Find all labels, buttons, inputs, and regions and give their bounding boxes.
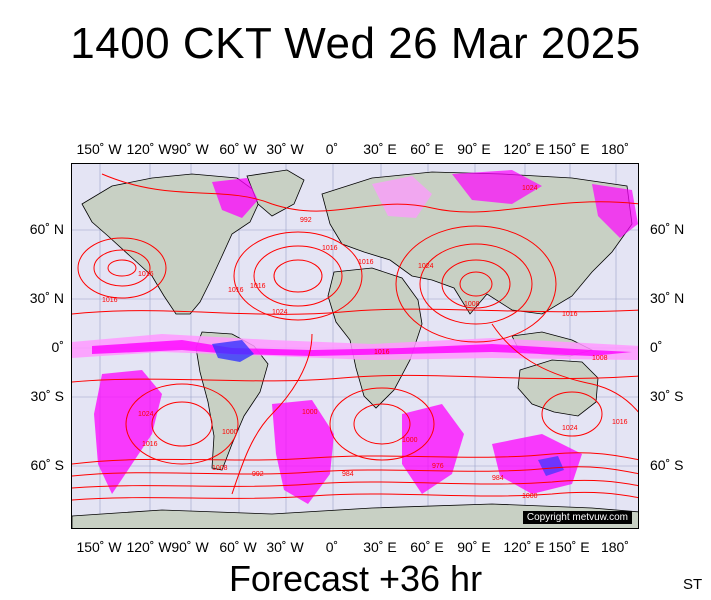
isobar-label: 1024 (272, 309, 288, 316)
lon-label-top: 180˚ (600, 141, 630, 157)
lon-label-bottom: 0˚ (325, 539, 339, 555)
lon-label-top: 60˚ W (219, 141, 257, 157)
isobar-label: 992 (252, 471, 264, 478)
isobar-label: 976 (432, 463, 444, 470)
isobar-label: 1016 (562, 311, 578, 318)
lon-label-bottom: 30˚ E (363, 539, 397, 555)
isobar-label: 984 (492, 475, 504, 482)
lat-label-right: 60˚ N (650, 221, 685, 237)
isobar-label: 1016 (358, 259, 374, 266)
australia (517, 359, 599, 417)
isobar-label: 1000 (222, 429, 238, 436)
corner-label: ST (683, 576, 703, 593)
isobar-label: 1016 (612, 419, 628, 426)
lat-label-right: 30˚ S (650, 388, 684, 404)
lon-label-top: 120˚ W (126, 141, 172, 157)
lon-label-top: 150˚ E (548, 141, 590, 157)
antarctica (72, 503, 638, 528)
isobar-label: 1016 (138, 271, 154, 278)
isobar-label: 1024 (562, 425, 578, 432)
isobar-label: 1000 (302, 409, 318, 416)
lat-label-right: 30˚ N (650, 290, 685, 306)
isobar-label: 1016 (228, 287, 244, 294)
isobar-label: 992 (300, 217, 312, 224)
isobar-label: 1024 (522, 185, 538, 192)
lon-label-bottom: 150˚ E (548, 539, 590, 555)
greenland (246, 169, 305, 217)
lon-label-bottom: 30˚ W (266, 539, 304, 555)
lon-label-top: 150˚ W (76, 141, 122, 157)
lon-label-bottom: 120˚ W (126, 539, 172, 555)
isobar-label: 1016 (142, 441, 158, 448)
lon-label-bottom: 180˚ (600, 539, 630, 555)
lon-label-top: 60˚ E (410, 141, 444, 157)
lat-label-right: 60˚ S (650, 457, 684, 473)
isobar-label: 1016 (102, 297, 118, 304)
map-title: 1400 CKT Wed 26 Mar 2025 (70, 19, 641, 68)
lon-label-bottom: 150˚ W (76, 539, 122, 555)
isobar-label: 1024 (418, 263, 434, 270)
isobar-label: 1000 (402, 437, 418, 444)
isobar-label: 1008 (592, 355, 608, 362)
lon-label-bottom: 90˚ W (171, 539, 209, 555)
lat-label-right: 0˚ (650, 339, 663, 355)
isobar-label: 1000 (522, 493, 538, 500)
lon-label-bottom: 60˚ W (219, 539, 257, 555)
isobar-label: 1016 (250, 283, 266, 290)
lon-label-bottom: 60˚ E (410, 539, 444, 555)
lon-label-bottom: 90˚ E (457, 539, 491, 555)
forecast-label: Forecast +36 hr (228, 558, 483, 599)
north-america (81, 173, 263, 315)
africa (327, 267, 423, 409)
isobar-label: 1008 (212, 465, 228, 472)
lat-label-left: 0˚ (51, 339, 64, 355)
weather-map: 1024 992 1016 1016 1024 1016 1016 1008 1… (71, 163, 639, 529)
lat-label-left: 30˚ N (29, 290, 64, 306)
lon-label-top: 30˚ E (363, 141, 397, 157)
lon-label-top: 30˚ W (266, 141, 304, 157)
lat-label-left: 60˚ N (29, 221, 64, 237)
isobar-label: 1016 (322, 245, 338, 252)
lon-label-top: 90˚ E (457, 141, 491, 157)
isobar-label: 1016 (374, 349, 390, 356)
lon-label-top: 0˚ (325, 141, 339, 157)
isobars (72, 173, 638, 501)
lat-label-left: 30˚ S (30, 388, 64, 404)
isobar-label: 1008 (464, 301, 480, 308)
lat-label-left: 60˚ S (30, 457, 64, 473)
isobar-label: 1024 (138, 411, 154, 418)
isobar-label: 984 (342, 471, 354, 478)
copyright-notice: Copyright metvuw.com (522, 511, 632, 524)
isobar-labels: 1024 992 1016 1016 1024 1016 1016 1008 1… (102, 185, 628, 500)
lon-label-bottom: 120˚ E (503, 539, 545, 555)
lon-label-top: 120˚ E (503, 141, 545, 157)
lon-label-top: 90˚ W (171, 141, 209, 157)
weather-map-canvas: 1024 992 1016 1016 1024 1016 1016 1008 1… (72, 164, 638, 528)
